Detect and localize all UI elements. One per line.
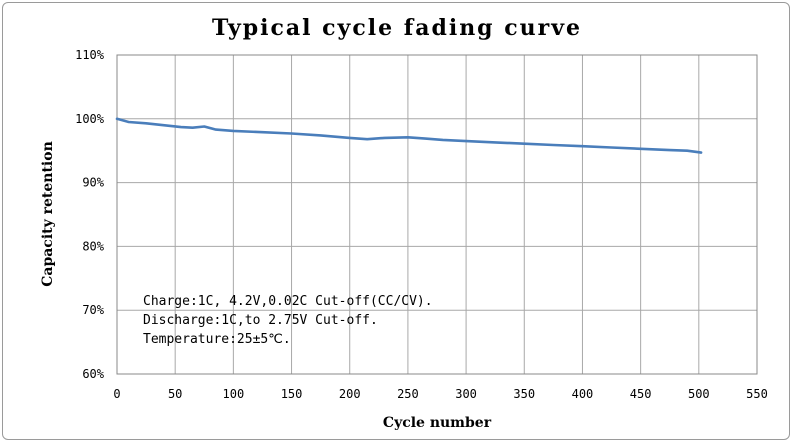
annotation-block: Charge:1C, 4.2V,0.02C Cut-off(CC/CV). Di… (143, 294, 433, 347)
y-tick-label: 90% (82, 176, 104, 190)
x-tick-label: 150 (281, 387, 303, 401)
annotation-charge: Charge:1C, 4.2V,0.02C Cut-off(CC/CV). (143, 294, 433, 309)
y-tick-label: 80% (82, 239, 104, 253)
series-line (115, 117, 703, 154)
tick-labels: 60% 70% 80% 90% 100% 110% 0 50 100 150 200 250 300 35… (75, 48, 768, 401)
annotation-temperature: Temperature:25±5℃. (143, 332, 291, 347)
x-tick-label: 300 (455, 387, 477, 401)
chart-frame (2, 2, 790, 440)
x-tick-label: 250 (397, 387, 419, 401)
x-tick-label: 400 (572, 387, 594, 401)
chart-title: Typical cycle fading curve (212, 15, 582, 41)
x-tick-label: 550 (746, 387, 768, 401)
x-axis-title: Cycle number (383, 415, 492, 431)
x-tick-label: 450 (630, 387, 652, 401)
x-tick-label: 200 (339, 387, 361, 401)
x-tick-label: 0 (113, 387, 120, 401)
y-tick-label: 70% (82, 303, 104, 317)
x-tick-label: 500 (688, 387, 710, 401)
y-tick-label: 110% (75, 48, 105, 62)
x-tick-label: 50 (168, 387, 182, 401)
y-tick-label: 100% (75, 112, 105, 126)
x-tick-label: 100 (223, 387, 245, 401)
y-axis-title: Capacity retention (40, 141, 56, 287)
annotation-discharge: Discharge:1C,to 2.75V Cut-off. (143, 313, 378, 328)
y-tick-label: 60% (82, 367, 104, 381)
plot-area-border (116, 54, 758, 375)
series (115, 117, 703, 154)
x-tick-label: 350 (513, 387, 535, 401)
